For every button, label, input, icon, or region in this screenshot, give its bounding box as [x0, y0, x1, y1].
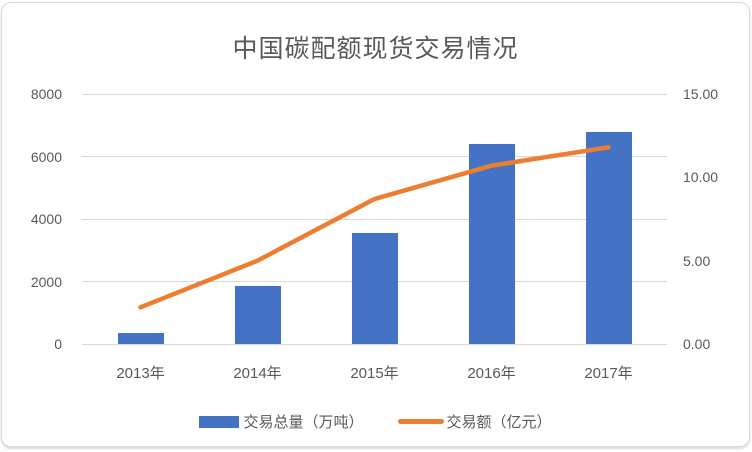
- legend: 交易总量（万吨） 交易额（亿元）: [2, 411, 749, 432]
- legend-item-volume: 交易总量（万吨）: [199, 411, 364, 432]
- x-axis-label-2016年: 2016年: [467, 365, 516, 382]
- legend-item-amount: 交易额（亿元）: [397, 411, 552, 432]
- right-axis-tick-label: 15.00: [683, 86, 719, 102]
- line-series: [138, 145, 611, 310]
- gridline: [82, 93, 667, 95]
- line-series-path: [138, 145, 611, 310]
- bar-2016年: [468, 144, 515, 344]
- left-axis-tick-label: 6000: [30, 148, 62, 165]
- bar-2013年: [117, 332, 164, 344]
- plot-area: 0 2000 4000 6000 8000 0.00 5.00 10.00 15.00 2013年…: [2, 3, 749, 446]
- chart-title: 中国碳配额现货交易情况: [232, 35, 519, 63]
- x-axis-label-2017年: 2017年: [584, 365, 633, 382]
- bar-series-label: 交易总量（万吨）: [243, 414, 364, 431]
- x-axis-label-2014年: 2014年: [233, 365, 282, 382]
- bar-2017年: [585, 132, 632, 344]
- gridline: [82, 218, 667, 220]
- bar-2014年: [234, 286, 281, 344]
- bar-2015年: [351, 233, 398, 344]
- right-axis-tick-label: 0.00: [683, 336, 711, 352]
- x-axis-label-2015年: 2015年: [350, 365, 399, 382]
- bar-series-swatch-icon: [199, 415, 240, 428]
- right-axis-tick-label: 5.00: [683, 252, 711, 269]
- left-axis-tick-label: 4000: [30, 211, 62, 227]
- left-axis-tick-label: 0: [54, 336, 62, 352]
- x-axis-label-2013年: 2013年: [116, 365, 165, 382]
- left-axis-tick-label: 8000: [30, 86, 62, 102]
- line-series-swatch-icon: [397, 419, 444, 424]
- right-axis-tick-label: 10.00: [683, 169, 719, 186]
- left-axis-tick-label: 2000: [30, 273, 62, 290]
- line-series-label: 交易额（亿元）: [446, 414, 552, 431]
- gridline: [82, 156, 667, 157]
- gridline: [82, 343, 667, 345]
